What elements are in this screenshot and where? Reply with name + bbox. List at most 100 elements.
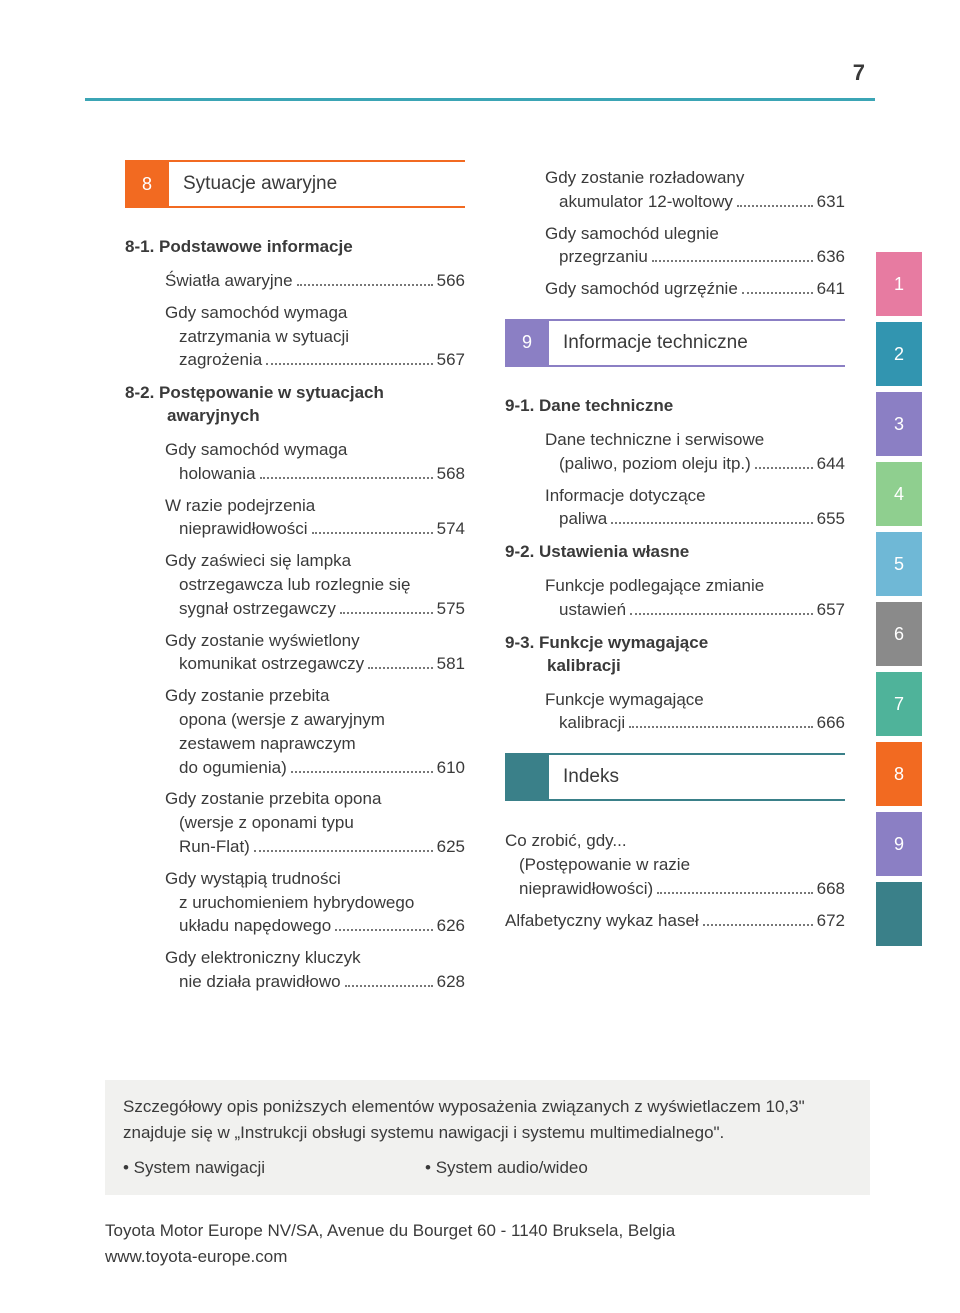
toc-entry: Gdy zostanie przebita opona (wersje z op… bbox=[165, 787, 465, 858]
index-text: Co zrobić, gdy... bbox=[505, 831, 627, 850]
toc-entry: Gdy samochód ugrzęźnie 641 bbox=[545, 277, 845, 301]
toc-entry: Gdy zostanie przebita opona (wersje z aw… bbox=[165, 684, 465, 779]
section-index-header: Indeks bbox=[505, 753, 845, 801]
toc-text: Gdy zostanie przebita bbox=[165, 684, 465, 708]
toc-text: W razie podejrzenia bbox=[165, 494, 465, 518]
dot-leader bbox=[260, 477, 433, 479]
toc-entry: Gdy zaświeci się lampka ostrzegawcza lub… bbox=[165, 549, 465, 620]
toc-text: Światła awaryjne bbox=[165, 269, 293, 293]
toc-entry: Gdy samochód ulegnie przegrzaniu 636 bbox=[545, 222, 845, 270]
section-8-number: 8 bbox=[125, 160, 169, 208]
footer-note-text: Szczegółowy opis poniższych elementów wy… bbox=[123, 1094, 852, 1145]
dot-leader bbox=[266, 363, 432, 365]
side-tab-1[interactable]: 1 bbox=[876, 252, 922, 316]
toc-text: układu napędowego bbox=[179, 914, 331, 938]
dot-leader bbox=[742, 292, 813, 294]
subsection-9-3-heading: 9-3. Funkcje wymagające kalibracji bbox=[505, 632, 845, 678]
top-rule bbox=[85, 98, 875, 101]
toc-entry: Gdy samochód wymaga holowania 568 bbox=[165, 438, 465, 486]
footer-bullet-2: • System audio/wideo bbox=[425, 1155, 588, 1181]
side-tab-3[interactable]: 3 bbox=[876, 392, 922, 456]
dot-leader bbox=[312, 532, 433, 534]
toc-text: sygnał ostrzegawczy bbox=[179, 597, 336, 621]
section-index-number bbox=[505, 753, 549, 801]
footer-address: Toyota Motor Europe NV/SA, Avenue du Bou… bbox=[105, 1218, 870, 1244]
subsection-8-2-heading-b: awaryjnych bbox=[125, 405, 465, 428]
side-tab-7[interactable]: 7 bbox=[876, 672, 922, 736]
side-tab-6[interactable]: 6 bbox=[876, 602, 922, 666]
toc-text: akumulator 12-woltowy bbox=[559, 190, 733, 214]
side-tab-4[interactable]: 4 bbox=[876, 462, 922, 526]
section-9-title: Informacje techniczne bbox=[549, 319, 845, 367]
footer-bullet-1: • System nawigacji bbox=[123, 1155, 265, 1181]
toc-page: 666 bbox=[817, 711, 845, 735]
toc-text: nie działa prawidłowo bbox=[179, 970, 341, 994]
toc-page: 575 bbox=[437, 597, 465, 621]
toc-text: zagrożenia bbox=[179, 348, 262, 372]
dot-leader bbox=[755, 467, 813, 469]
toc-page: 610 bbox=[437, 756, 465, 780]
subsection-9-3-heading-a: 9-3. Funkcje wymagające bbox=[505, 633, 708, 652]
toc-page: 657 bbox=[817, 598, 845, 622]
footer-note-box: Szczegółowy opis poniższych elementów wy… bbox=[105, 1080, 870, 1195]
toc-entry: Gdy zostanie rozładowany akumulator 12-w… bbox=[545, 166, 845, 214]
subsection-9-3-heading-b: kalibracji bbox=[505, 655, 845, 678]
index-entry: Alfabetyczny wykaz haseł 672 bbox=[505, 909, 845, 933]
dot-leader bbox=[368, 667, 432, 669]
toc-page: 644 bbox=[817, 452, 845, 476]
index-text: nieprawidłowości) bbox=[519, 877, 653, 901]
column-right: Gdy zostanie rozładowany akumulator 12-w… bbox=[505, 160, 845, 1002]
subsection-8-2-heading: 8-2. Postępowanie w sytuacjach awaryjnyc… bbox=[125, 382, 465, 428]
dot-leader bbox=[345, 985, 433, 987]
footer-note-bullets: • System nawigacji • System audio/wideo bbox=[123, 1155, 852, 1181]
toc-page: 636 bbox=[817, 245, 845, 269]
subsection-8-1-heading: 8-1. Podstawowe informacje bbox=[125, 236, 465, 259]
toc-entry: Gdy samochód wymaga zatrzymania w sytuac… bbox=[165, 301, 465, 372]
side-tab-index[interactable] bbox=[876, 882, 922, 946]
side-tab-2[interactable]: 2 bbox=[876, 322, 922, 386]
toc-page: 567 bbox=[437, 348, 465, 372]
side-tab-8[interactable]: 8 bbox=[876, 742, 922, 806]
subsection-9-2-heading: 9-2. Ustawienia własne bbox=[505, 541, 845, 564]
toc-entry: Gdy wystąpią trudności z uruchomieniem h… bbox=[165, 867, 465, 938]
toc-entry: W razie podejrzenia nieprawidłowości 574 bbox=[165, 494, 465, 542]
toc-text: Gdy zostanie wyświetlony bbox=[165, 629, 465, 653]
toc-page: 631 bbox=[817, 190, 845, 214]
section-index-title: Indeks bbox=[549, 753, 845, 801]
dot-leader bbox=[657, 892, 812, 894]
toc-text: (wersje z oponami typu bbox=[165, 811, 465, 835]
toc-page: 581 bbox=[437, 652, 465, 676]
toc-text: Gdy wystąpią trudności bbox=[165, 867, 465, 891]
toc-text: zatrzymania w sytuacji bbox=[165, 325, 465, 349]
toc-entry: Gdy zostanie wyświetlony komunikat ostrz… bbox=[165, 629, 465, 677]
toc-text: paliwa bbox=[559, 507, 607, 531]
toc-text: Gdy zostanie rozładowany bbox=[545, 166, 845, 190]
toc-entry: Światła awaryjne 566 bbox=[165, 269, 465, 293]
toc-text: Gdy zaświeci się lampka bbox=[165, 549, 465, 573]
side-tabs: 1 2 3 4 5 6 7 8 9 bbox=[876, 252, 922, 952]
column-left: 8 Sytuacje awaryjne 8-1. Podstawowe info… bbox=[125, 160, 465, 1002]
dot-leader bbox=[737, 205, 813, 207]
toc-text: Run-Flat) bbox=[179, 835, 250, 859]
dot-leader bbox=[291, 771, 433, 773]
index-entry: Co zrobić, gdy... (Postępowanie w razie … bbox=[505, 829, 845, 900]
toc-page: 566 bbox=[437, 269, 465, 293]
page-number: 7 bbox=[853, 60, 865, 86]
toc-text: przegrzaniu bbox=[559, 245, 648, 269]
toc-text: Gdy samochód ulegnie bbox=[545, 222, 845, 246]
section-8-header: 8 Sytuacje awaryjne bbox=[125, 160, 465, 208]
toc-page: 625 bbox=[437, 835, 465, 859]
footer-url: www.toyota-europe.com bbox=[105, 1244, 870, 1270]
toc-text: z uruchomieniem hybrydowego bbox=[165, 891, 465, 915]
toc-text: komunikat ostrzegawczy bbox=[179, 652, 364, 676]
subsection-8-2-heading-a: 8-2. Postępowanie w sytuacjach bbox=[125, 383, 384, 402]
side-tab-9[interactable]: 9 bbox=[876, 812, 922, 876]
toc-text: kalibracji bbox=[559, 711, 625, 735]
toc-entry: Gdy elektroniczny kluczyk nie działa pra… bbox=[165, 946, 465, 994]
toc-text: Informacje dotyczące bbox=[545, 484, 845, 508]
toc-text: Gdy elektroniczny kluczyk bbox=[165, 946, 465, 970]
section-8-title: Sytuacje awaryjne bbox=[169, 160, 465, 208]
toc-text: ostrzegawcza lub rozlegnie się bbox=[165, 573, 465, 597]
toc-text: opona (wersje z awaryjnym bbox=[165, 708, 465, 732]
side-tab-5[interactable]: 5 bbox=[876, 532, 922, 596]
